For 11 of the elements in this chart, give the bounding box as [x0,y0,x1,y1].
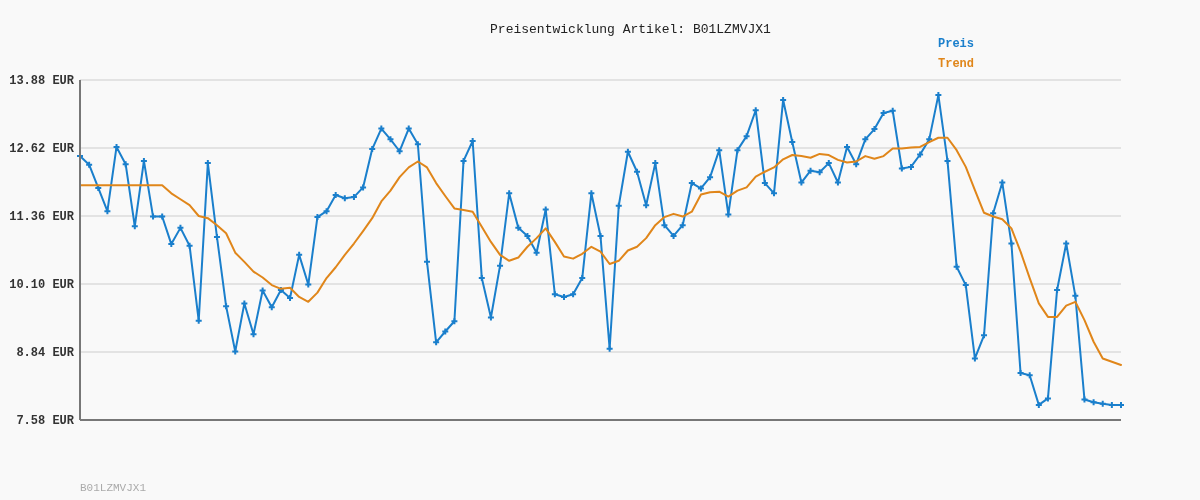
y-tick-label: 7.58 EUR [16,414,75,429]
text: Trend [938,57,975,71]
y-tick-label: 12.62 EUR [9,142,75,157]
chart-title: Preisentwicklung Artikel: B01LZMVJX1 [490,22,772,37]
y-tick-label: 8.84 EUR [16,346,75,361]
line-series [79,136,1122,366]
y-tick-label: 10.10 EUR [9,278,75,293]
text: Preis [938,37,975,51]
y-tick-label: 13.88 EUR [9,74,75,89]
text: B01LZMVJX1 [80,482,147,494]
y-tick-label: 11.36 EUR [9,210,75,225]
